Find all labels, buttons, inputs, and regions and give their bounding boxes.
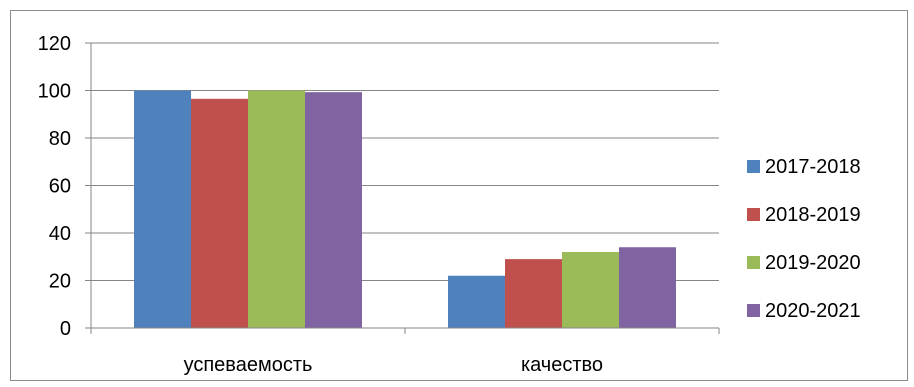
bar-2017-2018-0 bbox=[134, 90, 191, 328]
bar-2019-2020-1 bbox=[562, 252, 619, 328]
bar-2020-2021-1 bbox=[619, 247, 676, 328]
legend-label: 2020-2021 bbox=[765, 300, 861, 322]
x-tick-label: успеваемость bbox=[184, 354, 313, 376]
bar-2017-2018-1 bbox=[448, 275, 505, 328]
y-tick-label: 0 bbox=[60, 318, 71, 340]
x-tick-label: качество bbox=[521, 354, 603, 376]
legend-swatch bbox=[747, 160, 760, 173]
legend-swatch bbox=[747, 304, 760, 317]
y-tick-label: 40 bbox=[49, 223, 71, 245]
y-tick-label: 120 bbox=[38, 33, 71, 55]
legend-swatch bbox=[747, 256, 760, 269]
legend: 2017-2018 2018-2019 2019-2020 2020-2021 bbox=[747, 156, 861, 322]
legend-label: 2019-2020 bbox=[765, 252, 861, 274]
y-tick-label: 60 bbox=[49, 176, 71, 198]
bars bbox=[134, 90, 676, 328]
y-tick-label: 100 bbox=[38, 81, 71, 103]
legend-label: 2018-2019 bbox=[765, 204, 861, 226]
y-axis-ticks: 0 20 40 60 80 100 120 bbox=[38, 33, 91, 340]
bar-2020-2021-0 bbox=[305, 92, 362, 328]
legend-swatch bbox=[747, 208, 760, 221]
bar-2018-2019-1 bbox=[505, 259, 562, 328]
bar-2019-2020-0 bbox=[248, 90, 305, 328]
x-axis-ticks: успеваемость качество bbox=[90, 328, 720, 376]
legend-label: 2017-2018 bbox=[765, 156, 861, 178]
bar-2018-2019-0 bbox=[191, 98, 248, 328]
y-tick-label: 20 bbox=[49, 271, 71, 293]
y-tick-label: 80 bbox=[49, 128, 71, 150]
